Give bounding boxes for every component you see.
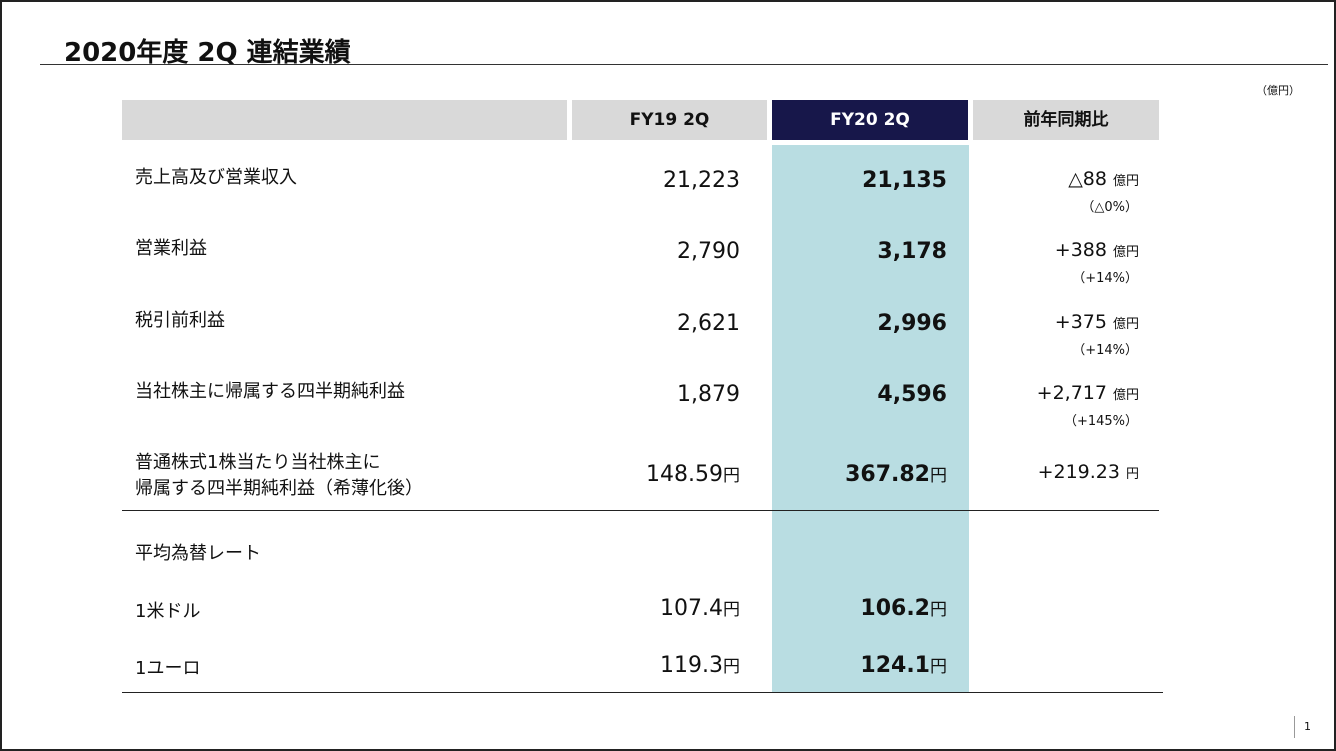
change-pct: （+14%） (1072, 271, 1138, 286)
value-cell: 21,135 (862, 168, 947, 193)
label-line: 売上高及び営業収入 (135, 167, 297, 188)
change-unit: 億円 (1112, 174, 1139, 189)
label-line: 帰属する四半期純利益（希薄化後） (135, 478, 423, 499)
row-rule (122, 510, 1159, 511)
value: 367.82 (845, 462, 930, 487)
row-label: 1米ドル (135, 601, 201, 622)
header-cell: 前年同期比 (973, 100, 1159, 140)
change-pct: （+14%） (1072, 343, 1138, 358)
value: 1,879 (677, 382, 740, 407)
value-cell: 148.59円 (646, 461, 740, 487)
value: 2,621 (677, 311, 740, 336)
section-label: 平均為替レート (135, 543, 261, 564)
row-label: 1ユーロ (135, 658, 201, 679)
value: 21,223 (663, 168, 740, 193)
change-unit: 円 (1125, 467, 1139, 482)
change-unit: 億円 (1112, 388, 1139, 403)
change-cell: +2,717 億円 (1037, 382, 1139, 404)
value: 106.2 (860, 596, 930, 621)
change-cell: +388 億円 (1055, 239, 1139, 261)
value-cell: 2,790 (677, 239, 740, 264)
label-line: 普通株式1株当たり当社株主に (135, 452, 381, 473)
label-line: 当社株主に帰属する四半期純利益 (135, 381, 405, 402)
value: 4,596 (877, 382, 947, 407)
value: 119.3 (660, 653, 723, 678)
title: 2020年度 2Q 連結業績 (64, 38, 351, 68)
change-cell: +219.23 円 (1038, 461, 1139, 483)
unit: 円 (930, 657, 947, 677)
value-cell: 21,223 (663, 168, 740, 193)
change-cell: △88 億円 (1068, 168, 1139, 190)
change-pct: （△0%） (1081, 200, 1138, 215)
label-line: 税引前利益 (135, 310, 225, 331)
change: +375 (1054, 311, 1107, 333)
header-cell (122, 100, 567, 140)
value: 2,790 (677, 239, 740, 264)
value-cell: 124.1円 (860, 652, 947, 678)
value-cell: 106.2円 (860, 595, 947, 621)
change: +219.23 (1037, 461, 1120, 483)
header-cell: FY19 2Q (572, 100, 767, 140)
value-cell: 4,596 (877, 382, 947, 407)
row-label: 税引前利益 (135, 308, 225, 334)
value-cell: 3,178 (877, 239, 947, 264)
unit: 円 (723, 600, 740, 620)
highlight-column (772, 145, 969, 693)
value-cell: 1,879 (677, 382, 740, 407)
page-divider (1294, 716, 1295, 738)
change: +388 (1054, 239, 1107, 261)
change: △88 (1068, 168, 1107, 190)
row-label: 売上高及び営業収入 (135, 165, 297, 191)
value: 107.4 (660, 596, 723, 621)
unit: 円 (930, 466, 947, 486)
value: 2,996 (877, 311, 947, 336)
unit: 円 (723, 466, 740, 486)
label-line: 営業利益 (135, 238, 207, 259)
unit: 円 (930, 600, 947, 620)
value: 148.59 (646, 462, 723, 487)
header-cell: FY20 2Q (772, 100, 968, 140)
value-cell: 367.82円 (845, 461, 947, 487)
change-pct: （+145%） (1063, 414, 1138, 429)
value-cell: 119.3円 (660, 652, 740, 678)
row-label: 営業利益 (135, 236, 207, 262)
value-cell: 107.4円 (660, 595, 740, 621)
change-unit: 億円 (1112, 245, 1139, 260)
title-rule (40, 64, 1328, 65)
unit-note: （億円） (1256, 84, 1300, 97)
unit: 円 (723, 657, 740, 677)
page-number: 1 (1304, 720, 1311, 733)
value: 124.1 (860, 653, 930, 678)
value: 3,178 (877, 239, 947, 264)
row-label: 普通株式1株当たり当社株主に帰属する四半期純利益（希薄化後） (135, 450, 423, 502)
table-rule (122, 692, 1163, 693)
change: +2,717 (1036, 382, 1107, 404)
row-label: 当社株主に帰属する四半期純利益 (135, 379, 405, 405)
change-unit: 億円 (1112, 317, 1139, 332)
value-cell: 2,996 (877, 311, 947, 336)
value: 21,135 (862, 168, 947, 193)
change-cell: +375 億円 (1055, 311, 1139, 333)
value-cell: 2,621 (677, 311, 740, 336)
